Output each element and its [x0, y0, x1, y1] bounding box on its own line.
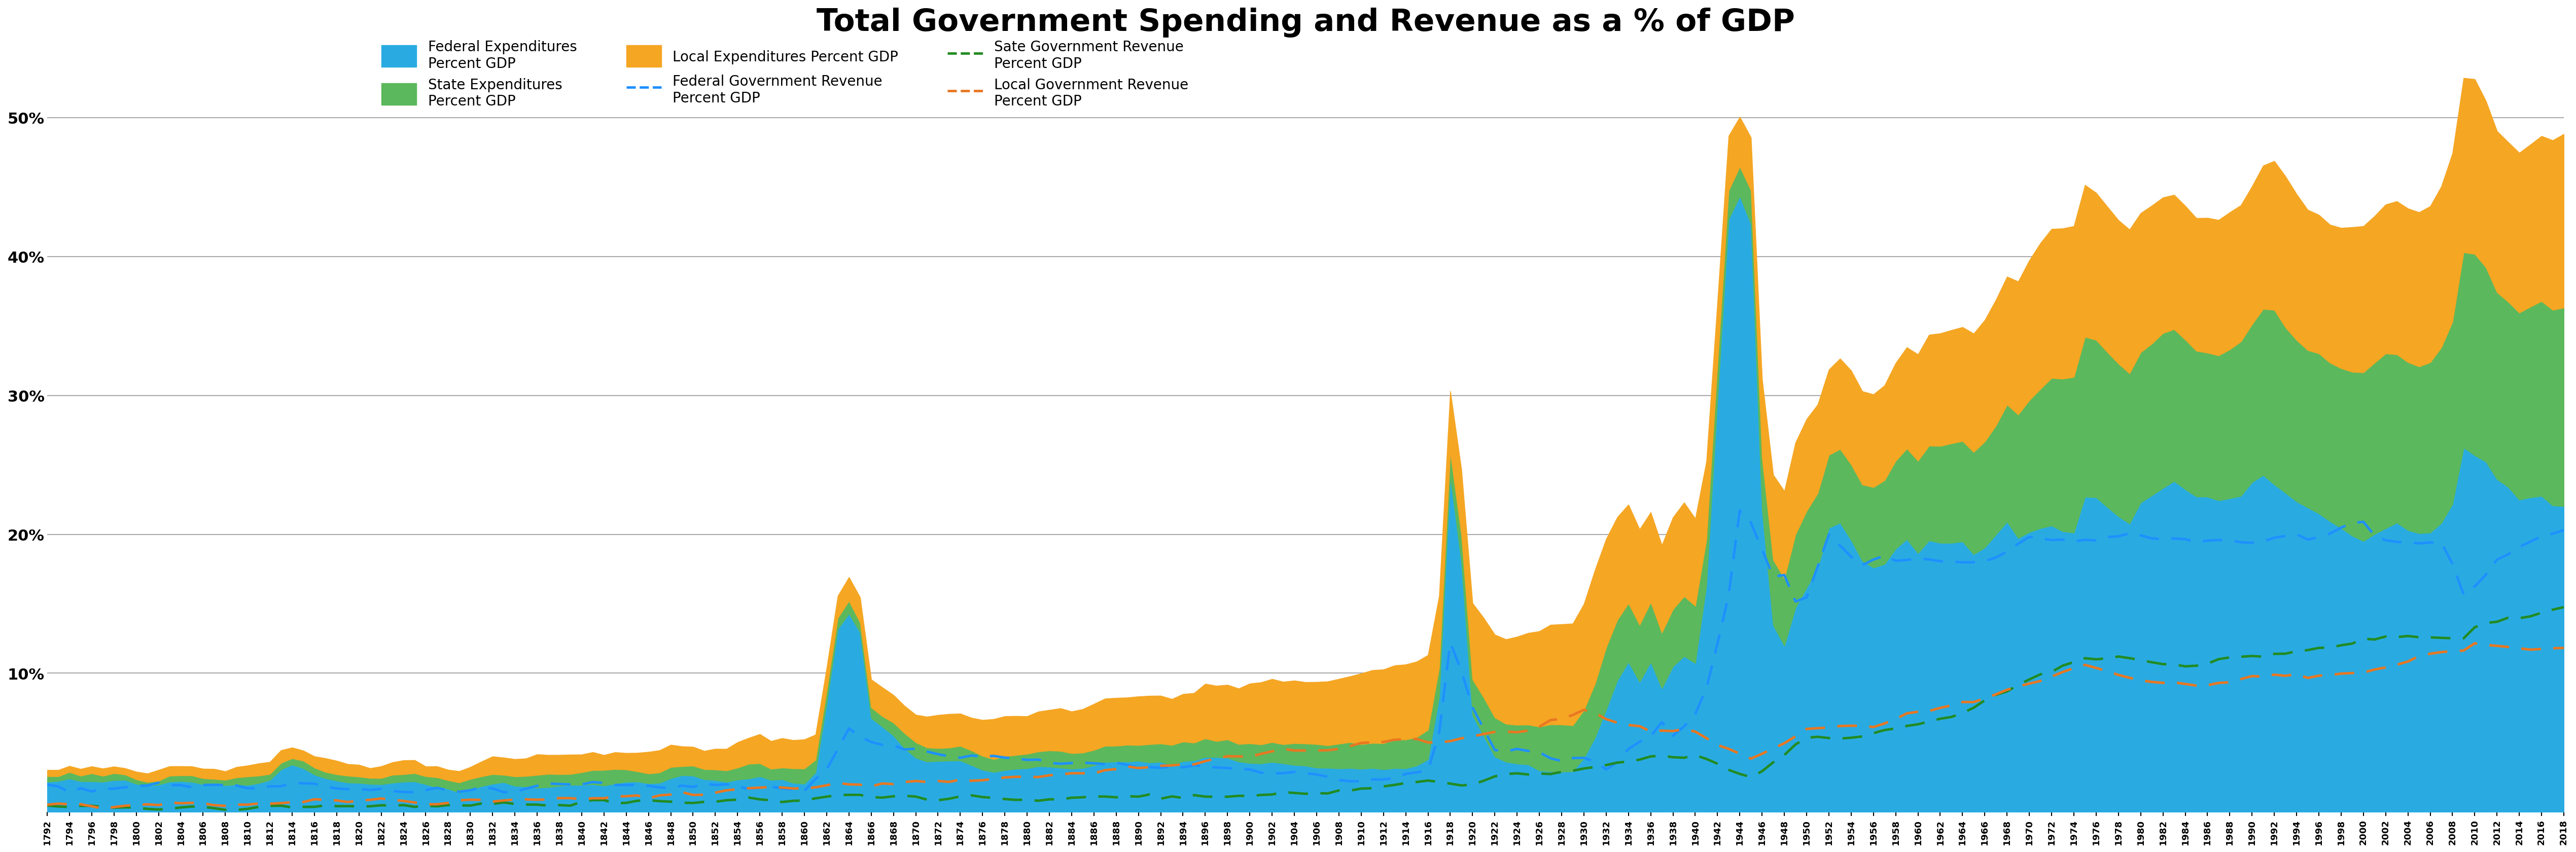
Legend: Federal Expenditures
Percent GDP, State Expenditures
Percent GDP, Local Expendit: Federal Expenditures Percent GDP, State …	[381, 40, 1188, 108]
Title: Total Government Spending and Revenue as a % of GDP: Total Government Spending and Revenue as…	[817, 8, 1795, 37]
